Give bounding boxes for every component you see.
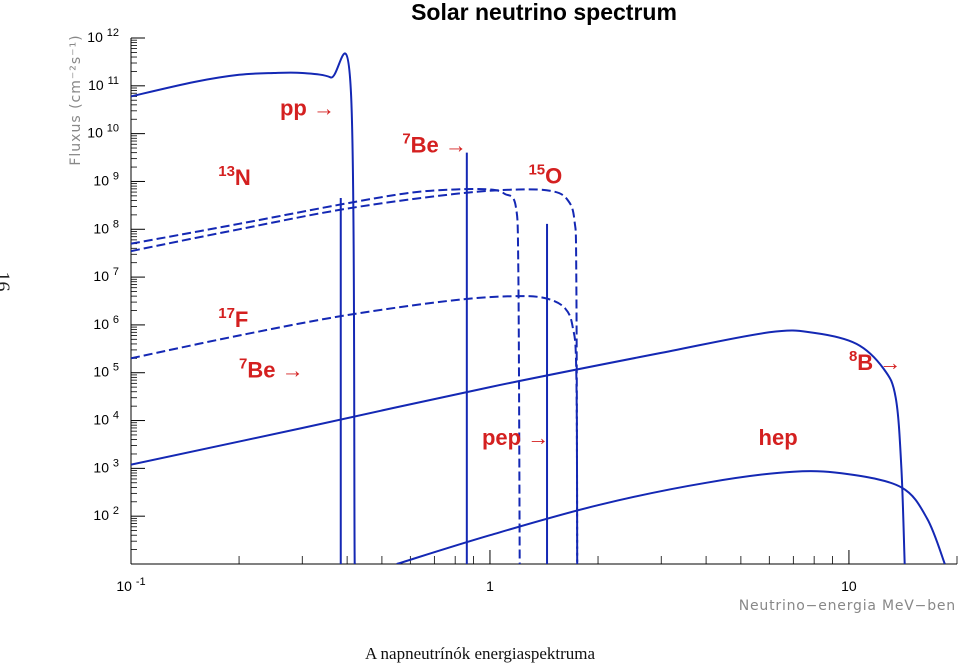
series-17f-curve <box>131 295 579 564</box>
series-8b-curve <box>131 329 906 564</box>
y-tick-label: 10 4 <box>93 410 119 428</box>
label-7be-low: 7Be → <box>239 355 304 382</box>
y-tick-label: 10 5 <box>93 362 119 380</box>
label-8b: 8B → <box>849 348 901 375</box>
label-15o: 15O <box>528 162 562 189</box>
y-axis-label: Fluxus (cm⁻²s⁻¹) <box>68 34 84 165</box>
series-15o-curve <box>131 188 579 564</box>
label-pep: pep → <box>482 425 549 450</box>
y-tick-label: 10 8 <box>93 218 119 236</box>
chart-title: Solar neutrino spectrum <box>411 0 677 25</box>
x-tick-label: 10 -1 <box>116 576 145 594</box>
x-tick-label: 1 <box>486 578 494 594</box>
label-pp: pp → <box>280 95 335 120</box>
label-17f: 17F <box>218 305 248 332</box>
x-axis-label: Neutrino−energia MeV−ben <box>739 598 956 614</box>
page-number: 16 <box>0 271 14 292</box>
figure-caption: A napneutrínók energiaspektruma <box>364 644 596 663</box>
series-pp-curve <box>131 52 357 564</box>
label-13n: 13N <box>218 163 251 190</box>
y-tick-label: 10 7 <box>93 266 119 284</box>
series-13n-curve <box>131 187 521 564</box>
label-7be-high: 7Be → <box>402 131 467 158</box>
y-tick-label: 10 10 <box>87 123 119 141</box>
y-tick-label: 10 12 <box>87 27 119 45</box>
y-tick-label: 10 2 <box>93 505 119 523</box>
y-tick-label: 10 3 <box>93 457 119 475</box>
y-tick-label: 10 11 <box>88 75 119 93</box>
y-tick-label: 10 9 <box>93 170 119 188</box>
y-tick-label: 10 6 <box>93 314 119 332</box>
series-hep-curve <box>396 470 946 564</box>
x-tick-label: 10 <box>841 578 857 594</box>
label-hep: hep <box>759 425 798 450</box>
